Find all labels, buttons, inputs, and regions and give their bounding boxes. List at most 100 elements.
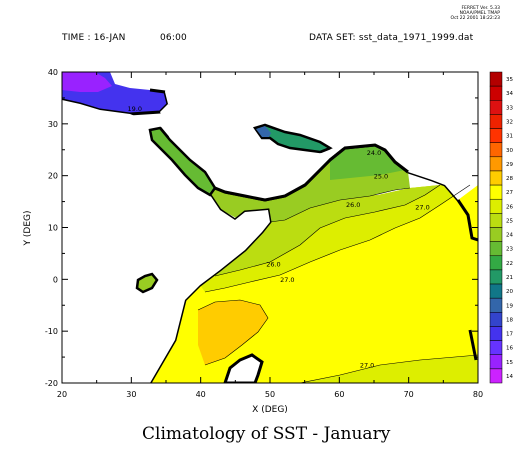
colorbar-swatch (489, 71, 503, 87)
warm-pocket-28 (198, 300, 268, 365)
colorbar-label: 14 (506, 374, 513, 380)
x-tick-label: 30 (126, 390, 136, 399)
lake-refill (135, 272, 159, 294)
colorbar-label: 34 (506, 91, 513, 97)
contour-label: 27.0 (360, 361, 374, 369)
colorbar-swatch (489, 184, 503, 200)
colorbar-label: 29 (506, 162, 513, 168)
colorbar-label: 26 (506, 204, 513, 210)
contour-label: 19.0 (128, 105, 142, 113)
version-line: Oct 22 2001 18:22:23 (450, 16, 500, 21)
colorbar-swatch (489, 269, 503, 285)
colorbar-label: 25 (506, 218, 513, 224)
colorbar-swatch (489, 368, 503, 384)
colorbar-label: 21 (506, 275, 513, 281)
colorbar-swatch (489, 340, 503, 355)
coast-arabia (214, 143, 409, 202)
version-block: FERRET Ver. 5.33 NOAA/PMEL TMAP Oct 22 2… (440, 6, 500, 21)
plot-area (62, 72, 478, 383)
colorbar-label: 30 (506, 148, 513, 154)
colorbar-swatch (489, 100, 503, 115)
contour-label: 26.0 (266, 260, 280, 268)
chart-caption: Climatology of SST - January (142, 424, 391, 444)
coast-madagascar (223, 353, 264, 383)
colorbar-swatch (489, 128, 503, 143)
version-line: NOAA/PMEL TMAP (459, 11, 500, 16)
contour-line (214, 184, 441, 277)
colorbar: 35 34 33 32 31 30 29 28 27 26 25 24 23 22 21 20 19 18 17 16… (489, 71, 513, 384)
time-label: TIME : 16-JAN (62, 33, 126, 43)
colorbar-label: 27 (506, 190, 513, 196)
version-line: FERRET Ver. 5.33 (461, 6, 500, 11)
colorbar-label: 19 (506, 303, 513, 309)
colorbar-swatch (489, 142, 503, 158)
colorbar-swatch (489, 241, 503, 257)
contour-line (269, 187, 411, 223)
y-tick-label: 10 (48, 224, 58, 233)
colorbar-swatch (489, 198, 503, 214)
time-value: 06:00 (160, 33, 187, 43)
land-africa-ne (62, 100, 270, 383)
colorbar-swatch (489, 255, 503, 271)
colorbar-swatch (489, 354, 503, 370)
colorbar-swatch (489, 297, 503, 313)
colorbar-label: 18 (506, 317, 513, 323)
contour-label: 26.0 (346, 201, 360, 209)
y-tick-label: 20 (48, 172, 58, 181)
sea-band-26-south (300, 355, 478, 383)
colorbar-label: 24 (506, 233, 513, 239)
colorbar-label: 20 (506, 289, 513, 295)
x-tick-label: 80 (473, 390, 483, 399)
gulf-inner (256, 126, 271, 137)
colorbar-label: 23 (506, 247, 513, 253)
land-arabia (160, 104, 330, 200)
sea-band-25 (215, 185, 440, 276)
x-tick-label: 60 (334, 390, 344, 399)
gulf-refill (252, 123, 333, 154)
contour-label: 24.0 (367, 149, 381, 157)
colorbar-swatch (489, 114, 503, 129)
sea-band-26 (200, 185, 470, 292)
y-tick-label: -20 (45, 379, 58, 388)
contour-line (197, 299, 269, 366)
dataset-label: DATA SET: sst_data_1971_1999.dat (309, 33, 474, 43)
mediterranean-band-15 (62, 72, 112, 92)
colorbar-label: 15 (506, 360, 513, 366)
colorbar-swatch (489, 227, 503, 242)
y-tick-label: -10 (45, 327, 58, 336)
contour-label: 25.0 (374, 172, 388, 180)
land-iran (165, 72, 478, 200)
x-tick-label: 40 (196, 390, 206, 399)
colorbar-swatch (489, 283, 503, 299)
colorbar-label: 22 (506, 261, 513, 267)
contour-labels: 19.024.025.026.0 27.026.027.027.0 (128, 105, 430, 370)
contour-line (204, 184, 471, 293)
contour-label: 27.0 (280, 276, 294, 284)
y-tick-label: 30 (48, 120, 58, 129)
colorbar-label: 31 (506, 134, 513, 140)
colorbar-swatch (489, 213, 503, 228)
colorbar-label: 28 (506, 176, 513, 182)
x-tick-label: 50 (265, 390, 275, 399)
colorbar-swatch (489, 326, 503, 341)
red-sea-refill (148, 126, 217, 197)
colorbar-swatch (489, 85, 503, 101)
x-tick-label: 20 (57, 390, 67, 399)
y-axis-label: Y (DEG) (23, 211, 33, 247)
colorbar-label: 33 (506, 105, 513, 111)
y-tick-label: 0 (53, 275, 58, 284)
colorbar-swatch (489, 170, 503, 186)
colorbar-swatch (489, 156, 503, 172)
axes: 20 30 40 50 60 70 80 40 30 20 10 0 -10 -20 (45, 68, 483, 399)
colorbar-label: 17 (506, 332, 513, 338)
colorbar-label: 16 (506, 346, 513, 352)
y-tick-label: 40 (48, 68, 58, 77)
contour-line (299, 354, 478, 383)
contour-label: 27.0 (415, 203, 429, 211)
colorbar-label: 32 (506, 119, 513, 125)
x-axis-label: X (DEG) (252, 405, 288, 415)
colorbar-swatch (489, 312, 503, 327)
colorbar-label: 35 (506, 77, 513, 83)
x-tick-label: 70 (404, 390, 414, 399)
